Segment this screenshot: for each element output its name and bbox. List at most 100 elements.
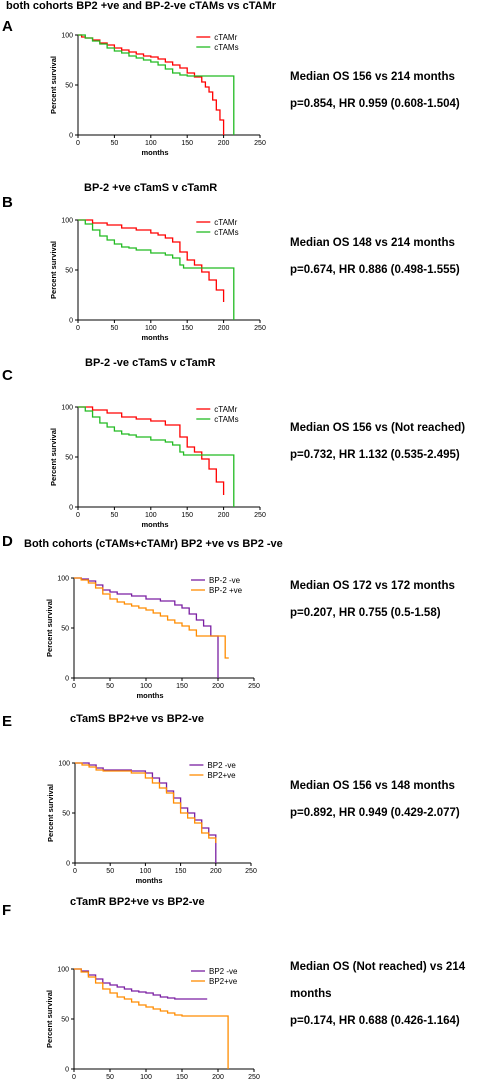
- x-tick-label: 200: [212, 683, 224, 690]
- y-tick-label: 50: [65, 455, 73, 462]
- y-tick-label: 100: [61, 218, 73, 225]
- panel-letter: B: [2, 194, 13, 211]
- panel-title: BP-2 -ve cTamS v cTamR: [85, 357, 216, 369]
- x-tick-label: 100: [145, 325, 157, 332]
- stats-block: Median OS 156 vs 148 months p=0.892, HR …: [290, 773, 495, 827]
- x-axis-label: months: [135, 876, 162, 885]
- p-value-text: p=0.732, HR 1.132 (0.535-2.495): [290, 449, 460, 461]
- x-tick-label: 200: [218, 325, 230, 332]
- x-tick-label: 250: [248, 1074, 260, 1081]
- x-tick-label: 0: [76, 512, 80, 519]
- x-tick-label: 50: [111, 325, 119, 332]
- x-tick-label: 0: [72, 1074, 76, 1081]
- median-os-text: Median OS 148 vs 214 months: [290, 237, 455, 249]
- x-tick-label: 0: [76, 140, 80, 147]
- x-tick-label: 50: [111, 140, 119, 147]
- x-tick-label: 0: [72, 683, 76, 690]
- x-tick-label: 100: [140, 868, 152, 875]
- y-axis-label: Percent survival: [49, 428, 58, 486]
- y-axis-label: Percent survival: [49, 241, 58, 299]
- y-tick-label: 50: [65, 268, 73, 275]
- x-tick-label: 100: [145, 512, 157, 519]
- p-value-text: p=0.174, HR 0.688 (0.426-1.164): [290, 1015, 460, 1027]
- legend-label: cTAMs: [214, 415, 238, 424]
- panel-letter: E: [2, 713, 13, 730]
- stats-block: Median OS 148 vs 214 months p=0.674, HR …: [290, 230, 495, 284]
- y-axis-label: Percent survival: [49, 56, 58, 114]
- median-os-text: Median OS 156 vs 148 months: [290, 780, 455, 792]
- x-tick-label: 250: [248, 683, 260, 690]
- y-tick-label: 0: [69, 133, 73, 140]
- x-tick-label: 100: [140, 1074, 152, 1081]
- x-tick-label: 50: [111, 512, 119, 519]
- panel-letter: A: [2, 18, 13, 35]
- legend-label: cTAMs: [214, 228, 238, 237]
- panel-title: BP-2 +ve cTamS v cTamR: [84, 182, 218, 194]
- x-tick-label: 50: [106, 1074, 114, 1081]
- x-axis-label: months: [141, 333, 168, 342]
- x-tick-label: 250: [254, 140, 266, 147]
- survival-curve-ctams: [78, 34, 235, 135]
- x-tick-label: 200: [212, 1074, 224, 1081]
- y-tick-label: 50: [61, 1017, 69, 1024]
- p-value-text: p=0.674, HR 0.886 (0.498-1.555): [290, 264, 460, 276]
- x-tick-label: 0: [76, 325, 80, 332]
- stats-block: Median OS 156 vs (Not reached) p=0.732, …: [290, 415, 495, 469]
- y-tick-label: 100: [57, 967, 69, 974]
- x-tick-label: 150: [176, 683, 188, 690]
- legend-label: BP2+ve: [209, 977, 238, 986]
- legend-label: cTAMr: [214, 33, 237, 42]
- panel-e: E cTamS BP2+ve vs BP2-ve 0 50 100 150 200 250…: [0, 713, 500, 893]
- legend-label: BP-2 +ve: [209, 586, 243, 595]
- survival-curve-ctams: [78, 219, 235, 320]
- y-tick-label: 50: [65, 83, 73, 90]
- y-tick-label: 50: [61, 626, 69, 633]
- y-tick-label: 0: [69, 505, 73, 512]
- median-os-text: Median OS 172 vs 172 months: [290, 580, 455, 592]
- median-os-text: Median OS 156 vs (Not reached): [290, 422, 466, 434]
- x-tick-label: 250: [245, 868, 257, 875]
- y-axis-label: Percent survival: [45, 599, 54, 657]
- x-tick-label: 250: [254, 512, 266, 519]
- x-tick-label: 150: [176, 1074, 188, 1081]
- p-value-text: p=0.207, HR 0.755 (0.5-1.58): [290, 607, 441, 619]
- survival-curve-bp2-ve: [74, 968, 229, 1069]
- x-axis-label: months: [141, 520, 168, 529]
- survival-curve-ctamr: [78, 406, 225, 495]
- panel-title: cTamR BP2+ve vs BP2-ve: [70, 896, 205, 908]
- stats-block: Median OS 172 vs 172 months p=0.207, HR …: [290, 573, 495, 627]
- p-value-text: p=0.854, HR 0.959 (0.608-1.504): [290, 98, 460, 110]
- legend-label: cTAMr: [214, 405, 237, 414]
- panel-b: B BP-2 +ve cTamS v cTamR 0 50 100 150 200 250…: [0, 180, 500, 360]
- panel-title: both cohorts BP2 +ve and BP-2-ve cTAMs v…: [6, 0, 277, 12]
- panel-f: F cTamR BP2+ve vs BP2-ve 0 50 100 150 200 250…: [0, 894, 500, 1083]
- survival-curve-ctamr: [78, 34, 225, 135]
- x-tick-label: 0: [73, 868, 77, 875]
- x-tick-label: 200: [218, 140, 230, 147]
- y-tick-label: 0: [66, 861, 70, 868]
- x-tick-label: 50: [106, 868, 114, 875]
- y-axis-label: Percent survival: [45, 990, 54, 1048]
- y-tick-label: 0: [69, 318, 73, 325]
- survival-curve-ctamr: [78, 219, 225, 302]
- x-axis-label: months: [141, 148, 168, 157]
- panel-c: C BP-2 -ve cTamS v cTamR 0 50 100 150 200 250…: [0, 355, 500, 535]
- y-tick-label: 0: [65, 1067, 69, 1074]
- y-tick-label: 50: [62, 811, 70, 818]
- x-tick-label: 100: [140, 683, 152, 690]
- stats-block: Median OS 156 vs 214 months p=0.854, HR …: [290, 64, 495, 118]
- legend-label: BP2 -ve: [207, 761, 236, 770]
- x-axis-label: months: [136, 691, 163, 700]
- panel-a: A both cohorts BP2 +ve and BP-2-ve cTAMs…: [0, 0, 500, 180]
- x-tick-label: 200: [210, 868, 222, 875]
- x-tick-label: 200: [218, 512, 230, 519]
- y-tick-label: 0: [65, 676, 69, 683]
- x-tick-label: 50: [106, 683, 114, 690]
- panel-title: cTamS BP2+ve vs BP2-ve: [70, 713, 205, 725]
- panel-d: D Both cohorts (cTAMs+cTAMr) BP2 +ve vs …: [0, 533, 500, 715]
